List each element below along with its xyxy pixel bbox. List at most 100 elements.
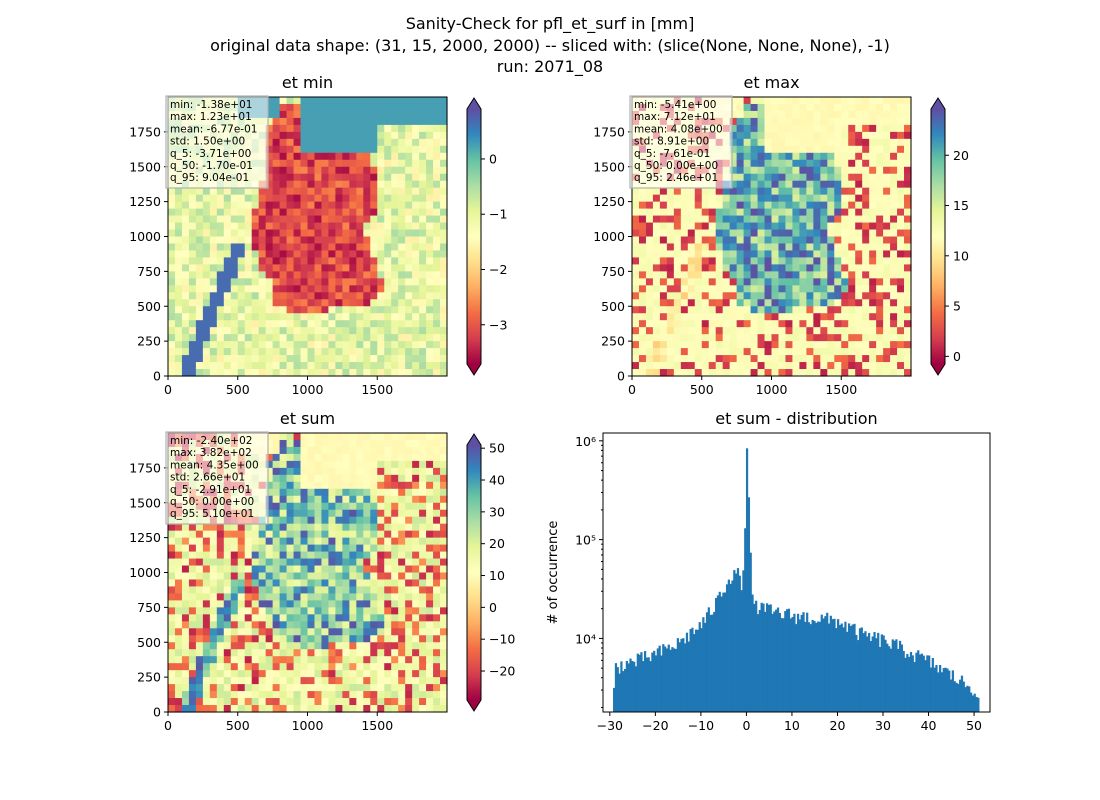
heatmap-cell (391, 299, 399, 307)
heatmap-cell (356, 159, 364, 168)
heatmap-cell (342, 173, 350, 182)
heatmap-cell (209, 558, 218, 567)
heatmap-cell (433, 229, 441, 238)
heatmap-cell (265, 110, 274, 119)
heatmap-cell (708, 194, 717, 203)
heatmap-cell (743, 97, 752, 105)
heatmap-cell (645, 278, 654, 286)
heatmap-cell (321, 663, 330, 671)
heatmap-cell (265, 285, 274, 293)
heatmap-cell (342, 341, 350, 349)
heatmap-cell (405, 355, 413, 363)
heatmap-cell (729, 145, 738, 154)
heatmap-cell (223, 334, 232, 342)
heatmap-cell (356, 530, 364, 539)
heatmap-cell (265, 663, 274, 671)
heatmap-cell (370, 264, 378, 272)
heatmap-cell (286, 502, 295, 511)
heatmap-cell (328, 208, 336, 217)
heatmap-cell (195, 649, 204, 657)
heatmap-cell (384, 572, 392, 581)
heatmap-cell (405, 201, 413, 210)
heatmap-cell (426, 523, 434, 532)
heatmap-cell (750, 222, 759, 231)
heatmap-cell (405, 159, 413, 168)
heatmap-cell (272, 341, 281, 349)
heatmap-cell (391, 285, 399, 293)
heatmap-cell (904, 348, 912, 356)
heatmap-cell (715, 362, 724, 370)
heatmap-cell (321, 222, 330, 231)
heatmap-cell (729, 341, 738, 349)
heatmap-cell (377, 656, 385, 664)
heatmap-cell (293, 243, 302, 252)
heatmap-cell (904, 243, 912, 252)
heatmap-cell (820, 299, 828, 307)
heatmap-cell (890, 362, 898, 370)
heatmap-cell (834, 187, 842, 196)
heatmap-cell (764, 194, 773, 203)
heatmap-cell (384, 264, 392, 272)
heatmap-cell (286, 117, 295, 126)
heatmap-cell (405, 243, 413, 252)
heatmap-cell (764, 306, 773, 314)
heatmap-cell (300, 173, 309, 182)
heatmap-cell (279, 208, 288, 217)
heatmap-cell (314, 446, 323, 455)
heatmap-cell (223, 537, 232, 546)
heatmap-cell (328, 551, 336, 560)
heatmap-cell (729, 222, 738, 231)
colorbar-extend-max (467, 98, 481, 109)
heatmap-cell (426, 327, 434, 335)
heatmap-cell (328, 628, 336, 636)
heatmap-cell (412, 433, 420, 441)
heatmap-cell (279, 628, 288, 636)
heatmap-cell (440, 299, 448, 307)
heatmap-cell (433, 621, 441, 629)
heatmap-cell (433, 285, 441, 293)
heatmap-cell (251, 264, 260, 272)
heatmap-cell (286, 229, 295, 238)
heatmap-cell (841, 250, 849, 259)
heatmap-cell (188, 628, 197, 636)
heatmap-cell (237, 614, 246, 622)
heatmap-cell (342, 271, 350, 279)
heatmap-cell (209, 208, 218, 217)
heatmap-cell (223, 593, 232, 601)
heatmap-cell (279, 523, 288, 532)
heatmap-cell (834, 313, 842, 321)
heatmap-cell (356, 488, 364, 497)
heatmap-cell (652, 334, 661, 342)
heatmap-cell (426, 439, 434, 448)
heatmap-cell (405, 97, 413, 105)
heatmap-cell (405, 558, 413, 567)
heatmap-cell (363, 481, 371, 490)
heatmap-cell (904, 236, 912, 245)
heatmap-cell (279, 565, 288, 574)
heatmap-cell (279, 481, 288, 490)
heatmap-cell (897, 299, 905, 307)
histogram-bar (669, 649, 672, 712)
heatmap-cell (729, 187, 738, 196)
heatmap-cell (321, 271, 330, 279)
colorbar-extend-max (931, 98, 945, 109)
heatmap-cell (181, 306, 190, 314)
heatmap-cell (869, 152, 877, 161)
heatmap-cell (314, 593, 323, 601)
heatmap-cell (216, 530, 225, 539)
heatmap-cell (342, 152, 350, 161)
heatmap-cell (356, 691, 364, 699)
heatmap-cell (862, 341, 870, 349)
heatmap-cell (391, 460, 399, 469)
heatmap-cell (419, 495, 427, 504)
heatmap-cell (799, 159, 807, 168)
heatmap-cell (363, 467, 371, 476)
heatmap-cell (433, 103, 441, 112)
heatmap-cell (736, 166, 745, 175)
heatmap-cell (202, 208, 211, 217)
heatmap-cell (750, 243, 759, 252)
heatmap-cell (855, 348, 863, 356)
heatmap-cell (820, 131, 828, 140)
heatmap-cell (433, 215, 441, 224)
heatmap-cell (398, 292, 406, 300)
